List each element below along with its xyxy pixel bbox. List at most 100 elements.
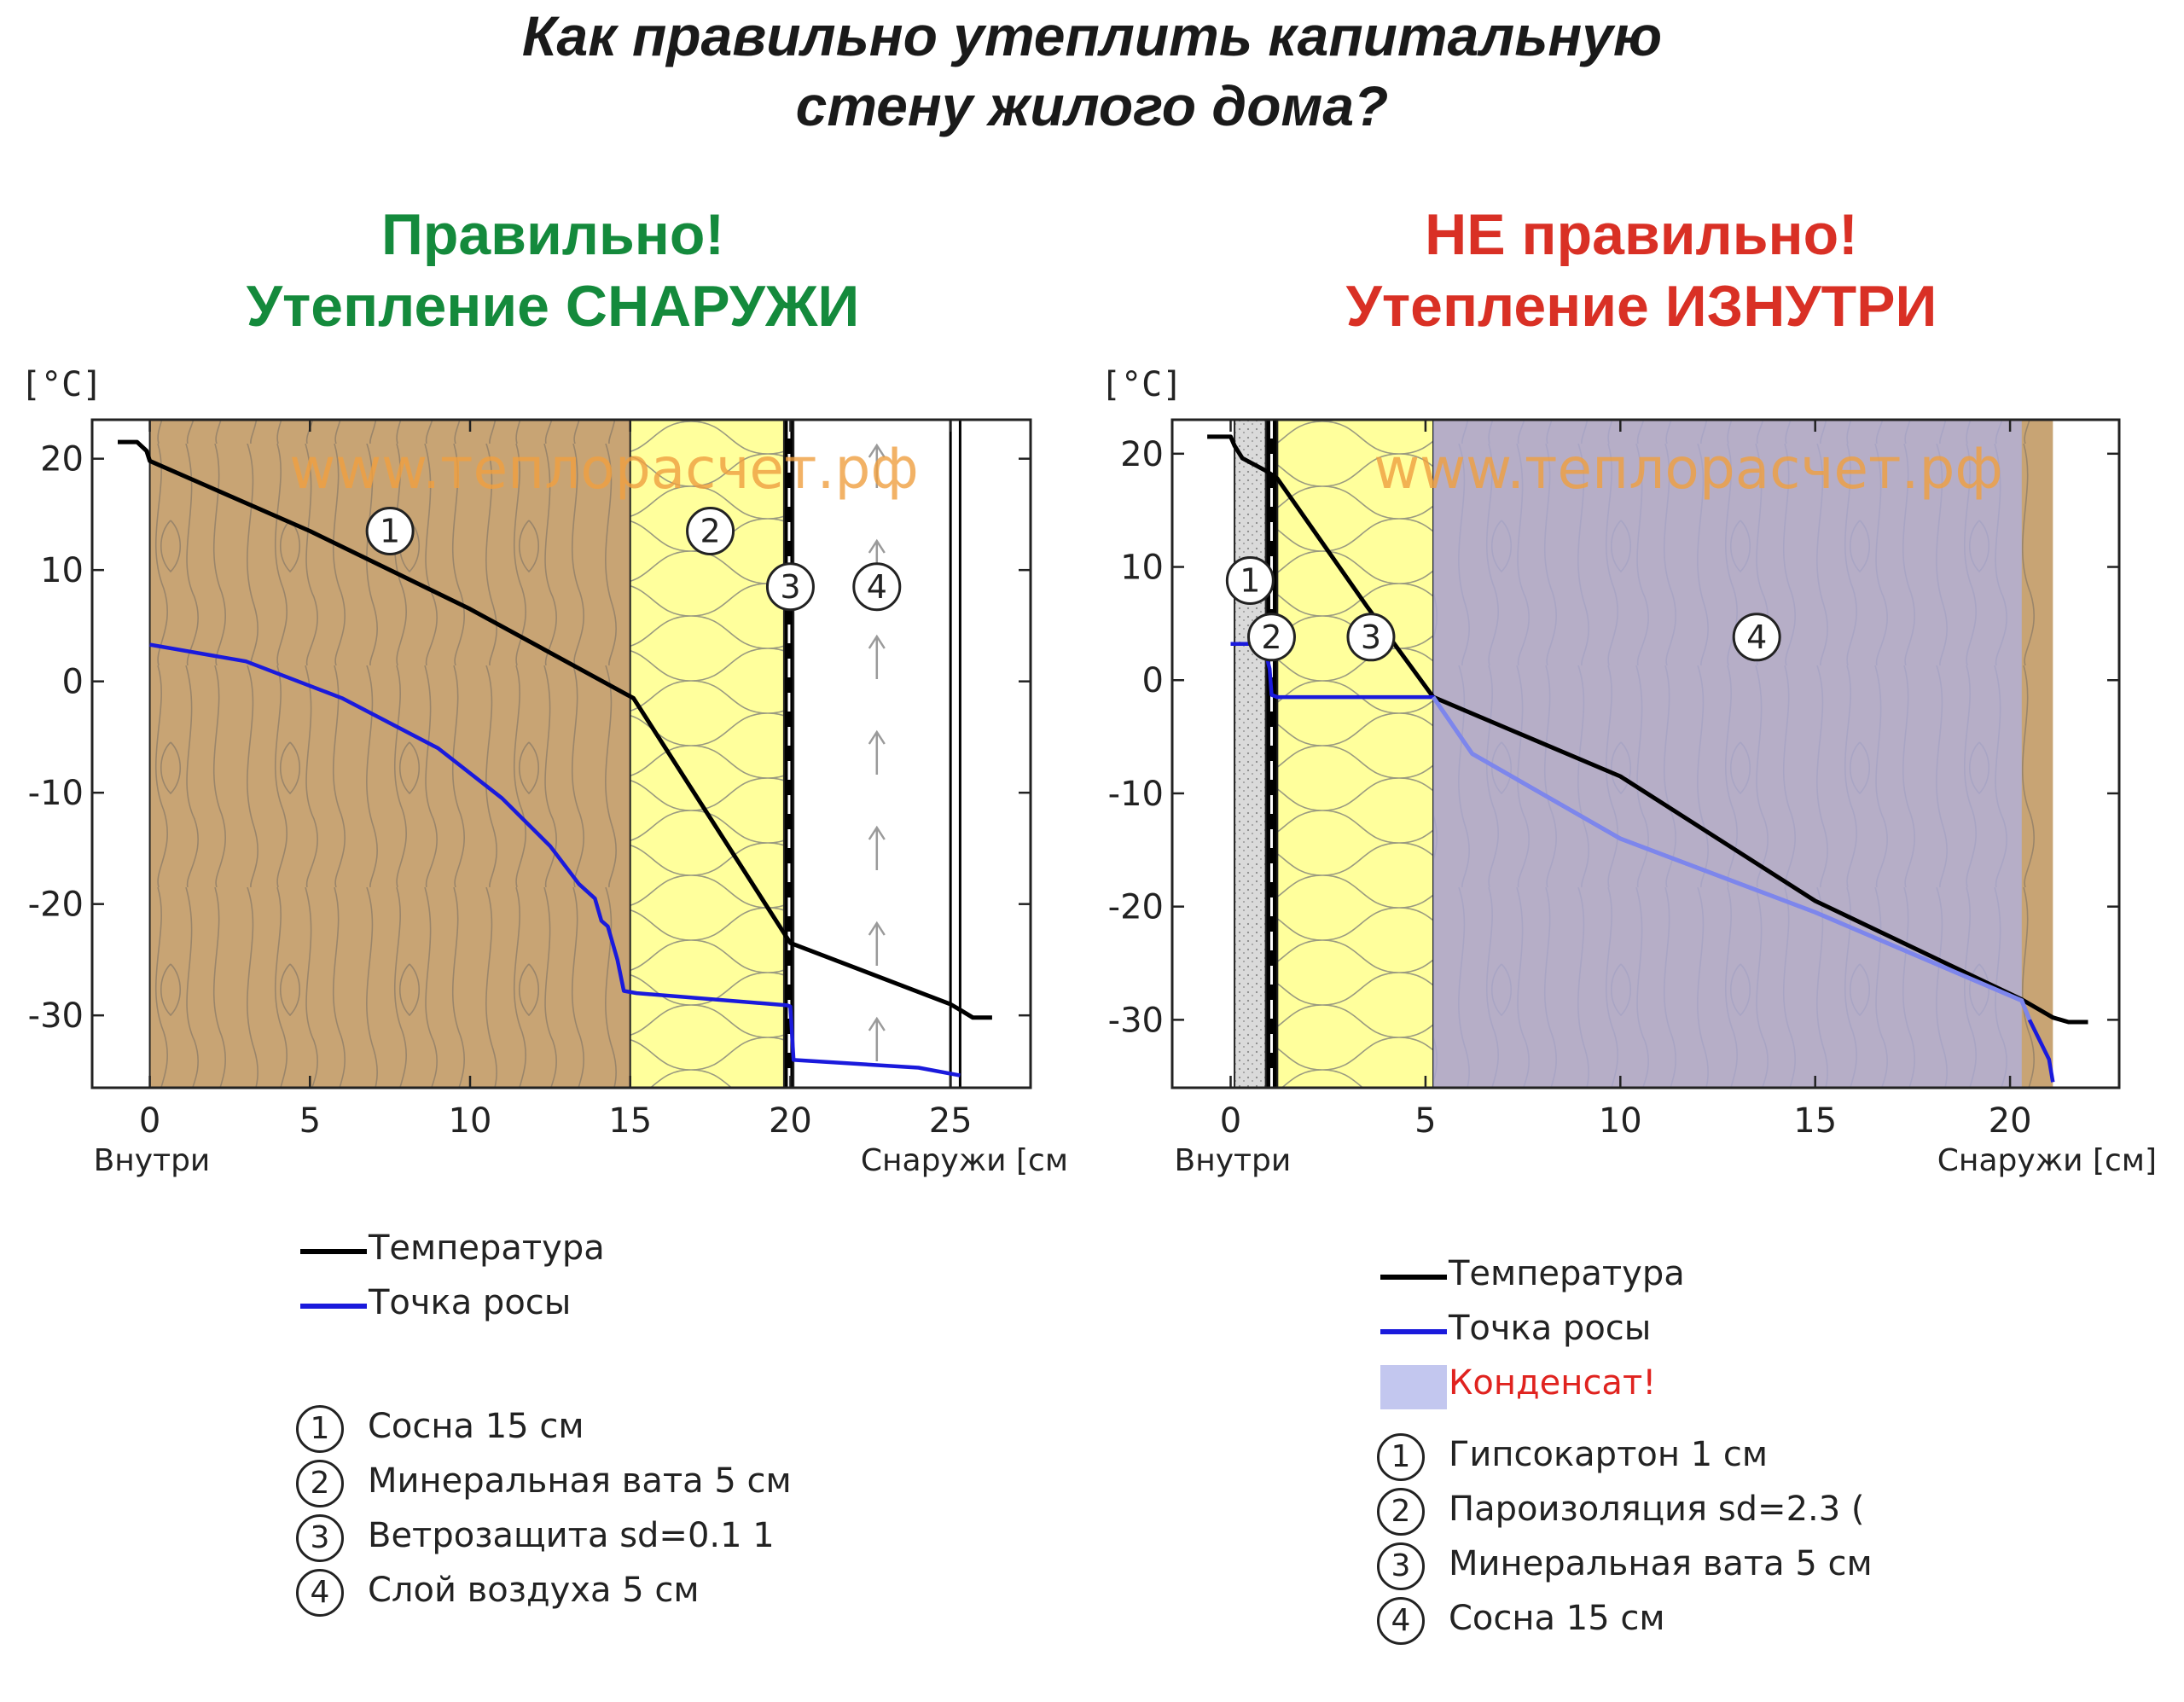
membrane-band	[1265, 420, 1278, 1088]
dew-point-swatch	[1380, 1329, 1447, 1334]
right-layer-list: 1 Гипсокартон 1 см 2 Пароизоляция sd=2.3…	[1377, 1433, 1923, 1655]
layer-marker: 1	[1225, 555, 1275, 605]
gypsum-band	[1234, 420, 1266, 1088]
y-tick-label: -20	[28, 886, 84, 925]
y-tick-label: 10	[1120, 549, 1164, 588]
x-tick-label: 15	[608, 1101, 652, 1141]
y-tick-label: -10	[28, 774, 84, 813]
dew-point-swatch	[300, 1304, 367, 1309]
x-tick-label: 10	[449, 1101, 492, 1141]
x-tick-label: 5	[1414, 1101, 1436, 1141]
x-axis-label-inside: Внутри	[94, 1143, 211, 1178]
layer-number: 3	[296, 1514, 344, 1562]
y-tick-label: 10	[40, 551, 84, 590]
layer-marker: 4	[852, 562, 902, 612]
airflow-arrow	[868, 921, 886, 966]
right-legend: Температура Точка росы Конденсат!	[1380, 1254, 1807, 1409]
air-band	[793, 420, 951, 1088]
layer-membrane	[782, 420, 794, 1088]
layer-number: 1	[1377, 1433, 1425, 1481]
layer-marker-number: 2	[700, 513, 720, 550]
layer-text: Гипсокартон 1 см	[1449, 1435, 1769, 1474]
legend-label: Конденсат!	[1449, 1363, 1657, 1403]
layer-marker-number: 1	[1240, 561, 1260, 599]
watermark: www.теплорасчет.рф	[289, 436, 919, 502]
y-tick-label: 20	[1120, 435, 1164, 474]
layer-marker-number: 3	[1361, 619, 1381, 656]
temperature-swatch	[1380, 1275, 1447, 1280]
layer-item: 2 Пароизоляция sd=2.3 (	[1377, 1488, 1910, 1539]
x-tick-label: 5	[299, 1101, 321, 1141]
temperature-line	[118, 439, 992, 1020]
y-axis-label: [°C]	[20, 365, 102, 404]
layer-marker-circle	[1246, 613, 1296, 662]
layer-marker: 2	[686, 507, 735, 555]
layer-text: Пароизоляция sd=2.3 (	[1449, 1490, 1865, 1529]
x-tick-label: 0	[139, 1101, 160, 1141]
x-tick-label: 20	[769, 1101, 812, 1141]
y-tick-label: -30	[1108, 1001, 1164, 1040]
left-verdict: Правильно!	[380, 202, 725, 267]
layer-number: 2	[296, 1460, 344, 1507]
left-method: Утепление СНАРУЖИ	[246, 274, 860, 339]
layer-marker-circle	[852, 562, 902, 612]
airflow-arrow	[868, 729, 886, 775]
plot-frame	[1170, 418, 2121, 1089]
layer-number: 1	[296, 1405, 344, 1453]
layer-number: 4	[296, 1569, 344, 1617]
membrane-band	[783, 420, 794, 1088]
x-tick-label: 10	[1599, 1101, 1642, 1141]
layer-marker-circle	[1225, 555, 1275, 605]
layer-text: Ветрозащита sd=0.1 1	[368, 1516, 775, 1555]
airflow-arrow	[868, 443, 886, 488]
temperature-line	[1207, 434, 2088, 1025]
legend-label: Точка росы	[369, 1283, 572, 1322]
layer-wool	[1276, 420, 1434, 1088]
layer-marker: 2	[1246, 613, 1296, 662]
x-axis-label-inside: Внутри	[1175, 1143, 1292, 1178]
layer-text: Минеральная вата 5 см	[1449, 1544, 1873, 1583]
layer-marker-circle	[1732, 613, 1781, 662]
plot-area: www.теплорасчет.рф	[1172, 420, 2119, 1088]
legend-label: Температура	[369, 1229, 605, 1268]
layer-vapour	[1264, 420, 1278, 1088]
x-axis-label-outside: Снаружи [см]	[1937, 1143, 2157, 1178]
legend-label: Точка росы	[1449, 1309, 1652, 1348]
x-tick-label: 0	[1220, 1101, 1241, 1141]
layer-marker: 3	[1346, 613, 1396, 662]
x-tick-label: 25	[929, 1101, 973, 1141]
layer-marker: 3	[765, 562, 815, 612]
layer-marker-number: 3	[780, 568, 800, 606]
y-tick-label: -10	[1108, 775, 1164, 814]
page-title-line-1: Как правильно утеплить капитальную	[521, 4, 1663, 67]
layer-marker-number: 2	[1261, 619, 1281, 656]
wool-band	[1277, 420, 1434, 1088]
cladding-board	[949, 420, 961, 1088]
left-legend: Температура Точка росы	[300, 1229, 727, 1322]
y-tick-label: -20	[1108, 888, 1164, 927]
layer-marker-number: 4	[1746, 619, 1767, 656]
y-tick-label: -30	[28, 996, 84, 1036]
x-tick-label: 20	[1989, 1101, 2032, 1141]
layer-marker-number: 1	[380, 513, 400, 550]
layer-text: Сосна 15 см	[1449, 1599, 1665, 1638]
layer-number: 3	[1377, 1542, 1425, 1590]
layer-wood	[148, 420, 630, 1088]
watermark: www.теплорасчет.рф	[1374, 436, 2003, 502]
y-tick-label: 20	[40, 440, 84, 479]
layer-marker-circle	[765, 562, 815, 612]
layer-marker: 4	[1732, 613, 1781, 662]
layer-text: Минеральная вата 5 см	[368, 1461, 792, 1501]
dew-point-line	[149, 642, 961, 1078]
page-title-line-2: стену жилого дома?	[795, 74, 1389, 137]
layer-text: Слой воздуха 5 см	[368, 1571, 700, 1610]
layer-text: Сосна 15 см	[368, 1407, 584, 1446]
condensate-zone	[1433, 420, 2022, 1088]
layer-marker: 1	[365, 507, 415, 555]
layer-number: 4	[1377, 1597, 1425, 1645]
chart-outside-insulation: www.теплорасчет.рф 1 2 3 4 20 10 0 -10 -20 -30 0 5 10…	[20, 365, 1068, 1178]
left-layer-list: 1 Сосна 15 см 2 Минеральная вата 5 см 3 …	[296, 1405, 893, 1627]
airflow-arrow	[868, 634, 886, 679]
x-tick-label: 15	[1793, 1101, 1837, 1141]
layer-marker-circle	[365, 507, 415, 555]
